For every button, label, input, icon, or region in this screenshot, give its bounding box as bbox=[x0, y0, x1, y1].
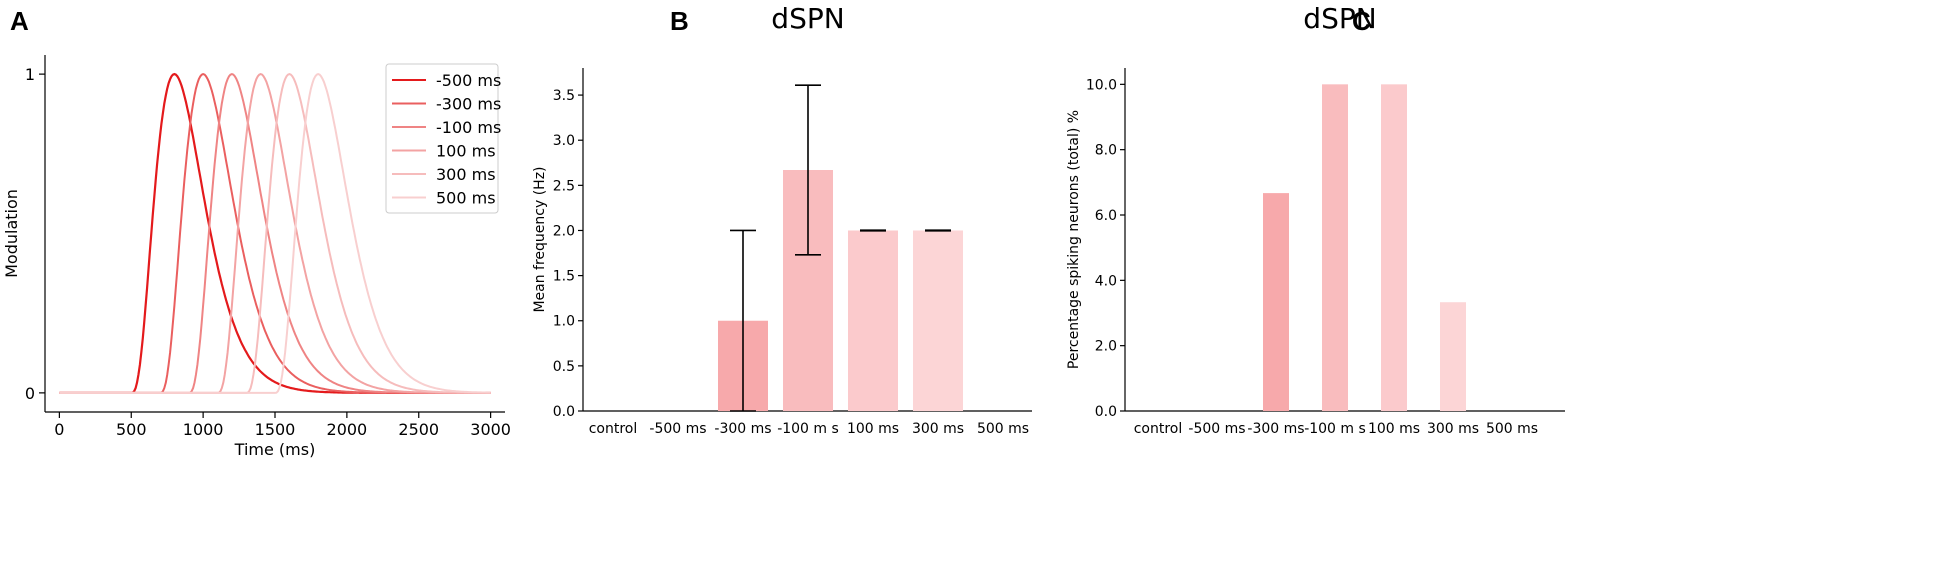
panel-b-x-tick-label: -300 ms bbox=[714, 421, 771, 437]
panel-a-legend-label: -300 ms bbox=[436, 95, 501, 114]
panel-b-y-tick-label: 1.5 bbox=[553, 269, 575, 285]
panel-b-y-tick-label: 0.5 bbox=[553, 359, 575, 375]
panel-a-y-tick-label: 0 bbox=[25, 384, 35, 403]
panel-c-x-tick-label: 100 ms bbox=[1368, 421, 1420, 437]
panel-a-x-tick-label: 1500 bbox=[255, 420, 296, 439]
panel-a-legend-label: 500 ms bbox=[436, 189, 496, 208]
panel-a-series-line bbox=[59, 73, 491, 394]
panel-c-y-tick-label: 6.0 bbox=[1095, 208, 1117, 224]
panel-a-legend-label: -100 ms bbox=[436, 118, 501, 137]
panel-a-y-tick-label: 1 bbox=[25, 65, 35, 84]
panel-c-title: dSPN bbox=[1303, 2, 1376, 35]
panel-a-y-axis-label: Modulation bbox=[2, 189, 21, 278]
panel-c-y-tick-label: 10.0 bbox=[1086, 77, 1117, 93]
panel-a-x-tick-label: 1000 bbox=[183, 420, 224, 439]
panel-c-y-tick-label: 0.0 bbox=[1095, 404, 1117, 420]
panel-b-y-tick-label: 3.0 bbox=[553, 133, 575, 149]
panel-b-y-tick-label: 3.5 bbox=[553, 88, 575, 104]
panel-a-line-chart: 0 500 1000 1500 2000 2500 3000 0 1 Time (ms) Modul… bbox=[2, 55, 511, 459]
panel-a-x-axis-label: Time (ms) bbox=[234, 440, 316, 459]
panel-b-x-tick-label: -500 ms bbox=[649, 421, 706, 437]
panel-c-bar bbox=[1263, 193, 1289, 411]
panel-letter-c: C bbox=[1352, 6, 1371, 36]
panel-a-x-tick-label: 500 bbox=[116, 420, 147, 439]
panel-c-y-tick-label: 4.0 bbox=[1095, 273, 1117, 289]
panel-c-x-tick-label: control bbox=[1134, 421, 1183, 437]
panel-a-legend-label: 300 ms bbox=[436, 165, 496, 184]
panel-c-bar bbox=[1322, 84, 1348, 411]
panel-b-x-tick-label: 100 ms bbox=[847, 421, 899, 437]
panel-b-y-tick-label: 0.0 bbox=[553, 404, 575, 420]
panel-b-x-tick-label: -100 m s bbox=[777, 421, 839, 437]
panel-a-x-tick-label: 0 bbox=[54, 420, 64, 439]
panel-c-bar bbox=[1440, 302, 1466, 411]
panel-c-x-tick-label: -300 ms bbox=[1247, 421, 1304, 437]
panel-c-x-tick-label: 300 ms bbox=[1427, 421, 1479, 437]
panel-b-bar-chart: dSPN 0.0 0.5 1.0 1.5 2.0 2.5 3.0 3.5 Mean frequen… bbox=[532, 2, 1032, 437]
panel-a-legend-label: -500 ms bbox=[436, 71, 501, 90]
panel-b-y-axis-label: Mean frequency (Hz) bbox=[532, 166, 548, 312]
panel-a-x-tick-label: 3000 bbox=[470, 420, 511, 439]
panel-c-bar-chart: dSPN 0.0 2.0 4.0 6.0 8.0 10.0 Percentage spikin… bbox=[1066, 2, 1565, 437]
panel-b-y-tick-label: 2.5 bbox=[553, 178, 575, 194]
panel-b-x-tick-label: 500 ms bbox=[977, 421, 1029, 437]
panel-c-y-tick-label: 8.0 bbox=[1095, 143, 1117, 159]
panel-a-x-tick-label: 2000 bbox=[327, 420, 368, 439]
panel-c-x-tick-label: -500 ms bbox=[1188, 421, 1245, 437]
panel-a-legend-box bbox=[385, 63, 499, 214]
panel-c-x-tick-label: -100 m s bbox=[1304, 421, 1366, 437]
panel-b-y-tick-label: 2.0 bbox=[553, 223, 575, 239]
panel-b-bar bbox=[913, 230, 963, 411]
panel-c-x-tick-label: 500 ms bbox=[1486, 421, 1538, 437]
panel-c-bar bbox=[1381, 84, 1407, 411]
panel-b-x-tick-label: control bbox=[589, 421, 638, 437]
panel-b-y-tick-label: 1.0 bbox=[553, 314, 575, 330]
panel-c-y-axis-label: Percentage spiking neurons (total) % bbox=[1066, 110, 1082, 369]
panel-a-legend-label: 100 ms bbox=[436, 142, 496, 161]
panel-b-x-tick-label: 300 ms bbox=[912, 421, 964, 437]
panel-b-bar bbox=[848, 230, 898, 411]
panel-b-title: dSPN bbox=[771, 2, 844, 35]
panel-c-y-tick-label: 2.0 bbox=[1095, 339, 1117, 355]
panel-letter-b: B bbox=[670, 6, 689, 36]
panel-letter-a: A bbox=[10, 6, 29, 36]
panel-a-x-tick-label: 2500 bbox=[398, 420, 439, 439]
